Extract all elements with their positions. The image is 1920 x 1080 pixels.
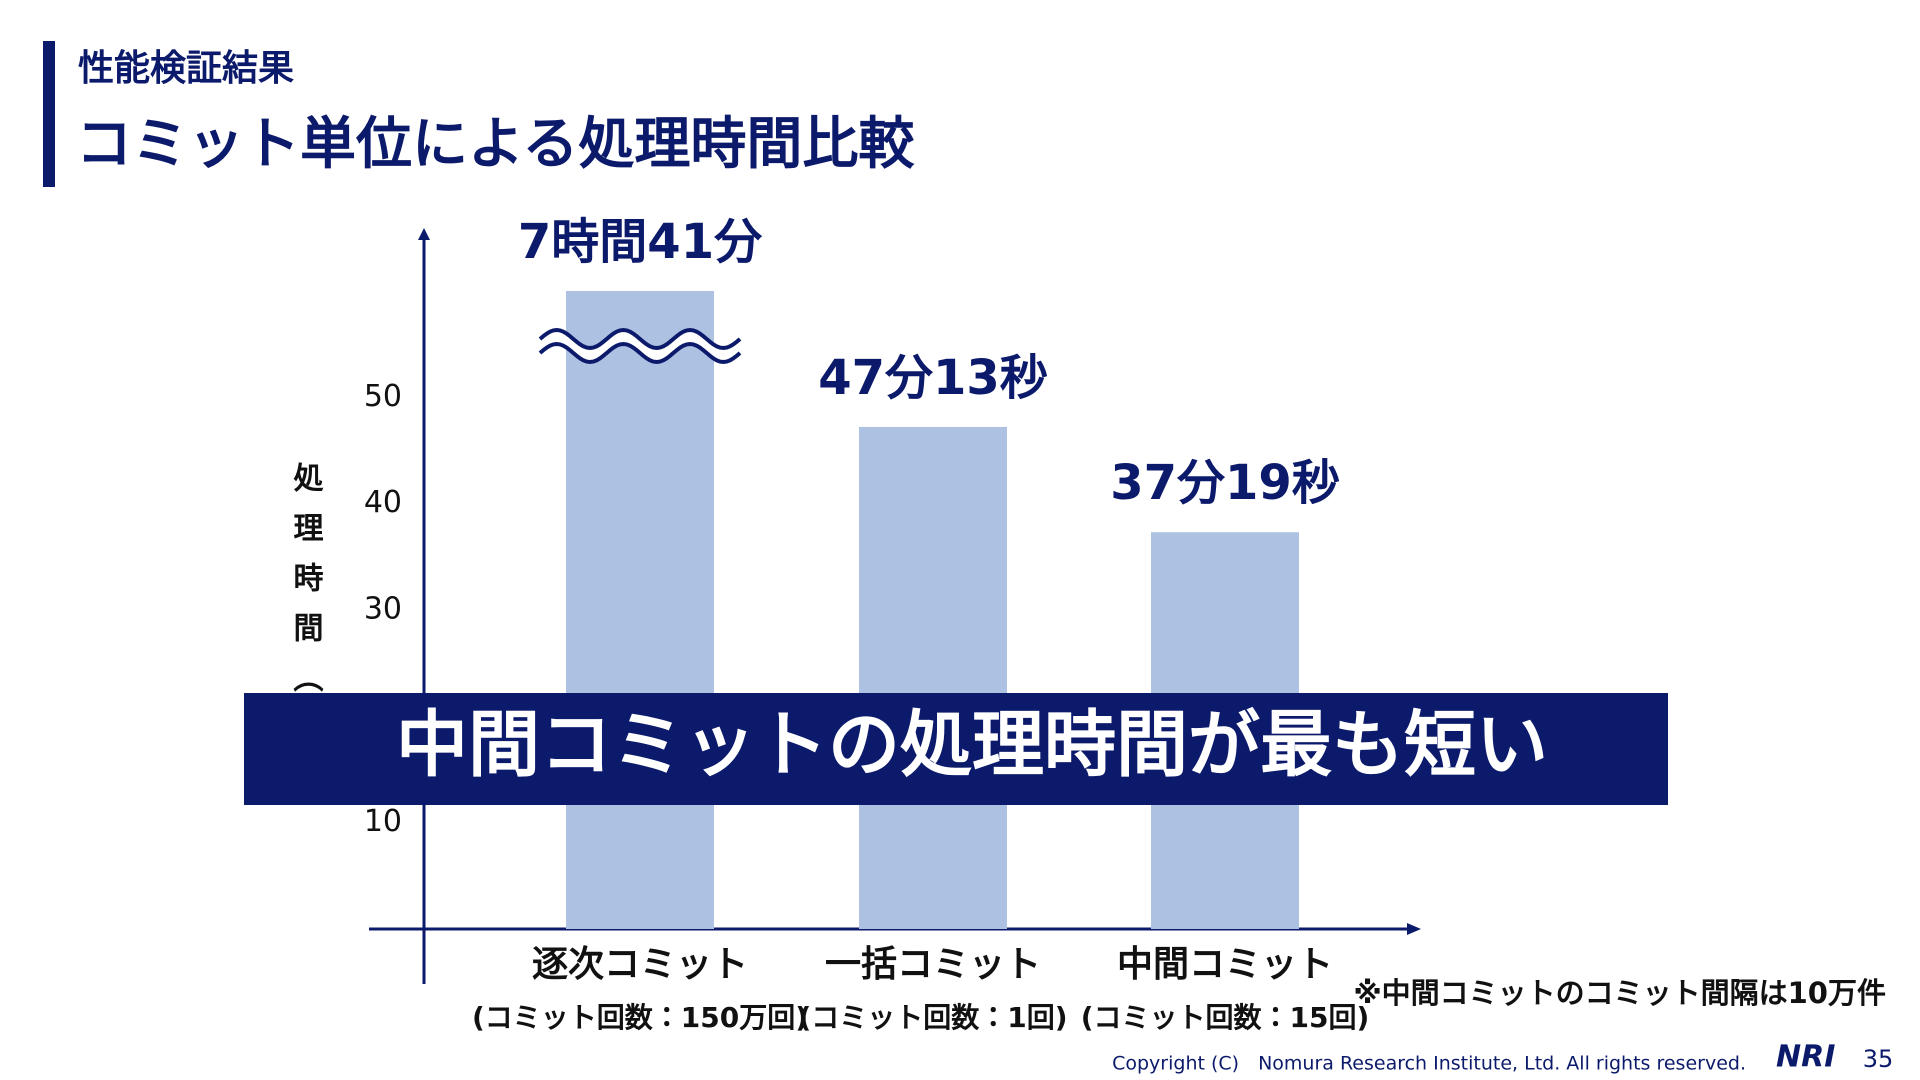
- x-axis-arrow: [1407, 923, 1421, 935]
- x-tick-label: 一括コミット: [825, 944, 1041, 985]
- x-tick-sublabel: (コミット回数：15回): [1081, 1001, 1370, 1034]
- slide-subtitle: 性能検証結果: [78, 48, 294, 89]
- axis-break-line: [538, 341, 742, 365]
- footnote: ※中間コミットのコミット間隔は10万件: [1353, 976, 1886, 1010]
- x-tick-sublabel: (コミット回数：1回): [798, 1001, 1067, 1034]
- axis-break: [540, 330, 740, 362]
- y-tick-label: 50: [364, 379, 402, 414]
- axis-break-line: [538, 327, 742, 351]
- y-tick-label: 40: [364, 485, 402, 520]
- x-tick-label: 中間コミット: [1117, 944, 1333, 985]
- header-accent: [43, 41, 55, 187]
- x-tick-sublabel: (コミット回数：150万回): [472, 1001, 808, 1034]
- bar: [859, 426, 1007, 929]
- chart: 処理時間（分）10203040507時間41分逐次コミット(コミット回数：150…: [288, 214, 1421, 1034]
- value-label: 37分19秒: [1110, 455, 1340, 511]
- slide-title: コミット単位による処理時間比較: [76, 112, 915, 177]
- y-tick-label: 30: [364, 592, 402, 627]
- value-label: 7時間41分: [518, 214, 763, 270]
- x-tick-label: 逐次コミット: [532, 944, 748, 985]
- bar: [566, 291, 714, 929]
- copyright: Copyright (C) Nomura Research Institute,…: [1112, 1053, 1746, 1075]
- y-tick-label: 10: [364, 804, 402, 839]
- value-label: 47分13秒: [818, 350, 1048, 406]
- banner-box: [244, 693, 1668, 805]
- page-number: 35: [1863, 1045, 1894, 1073]
- logo: NRI: [1776, 1040, 1835, 1075]
- banner-text: 中間コミットの処理時間が最も短い: [396, 703, 1548, 787]
- y-axis-arrow: [418, 228, 430, 240]
